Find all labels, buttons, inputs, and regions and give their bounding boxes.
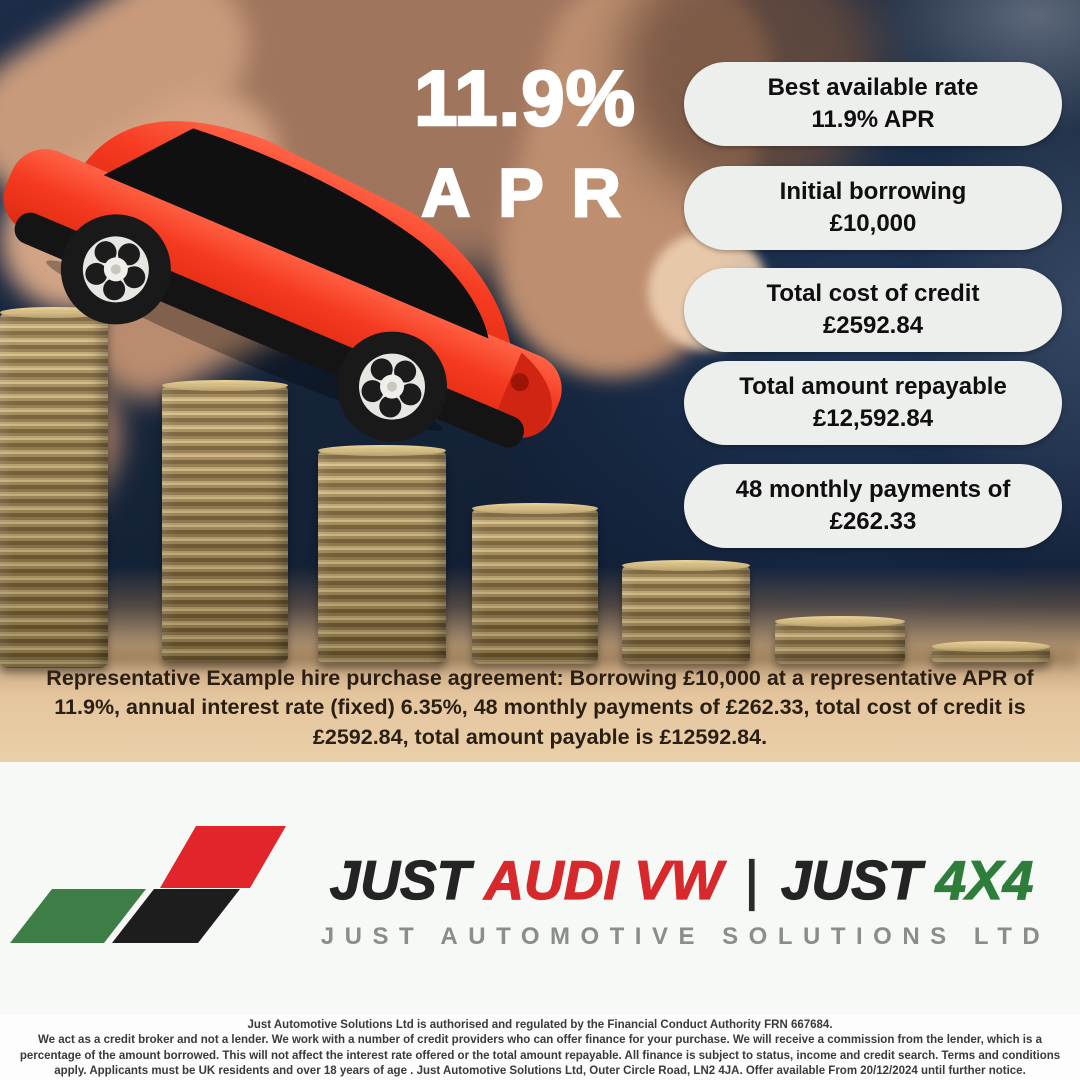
hero-photo: 11.9% APR Best available rate 11.9% APR … bbox=[0, 0, 1080, 762]
badge-label: Initial borrowing bbox=[779, 178, 967, 206]
brand-just-1: JUST bbox=[329, 849, 471, 911]
brand-text-block: JUST AUDI VW | JUST 4X4 JUST AUTOMOTIVE SOLU… bbox=[295, 849, 1068, 951]
apr-rate-text: 11.9% bbox=[413, 54, 636, 142]
coin-stack-6 bbox=[775, 616, 905, 664]
coin-stack-4 bbox=[472, 503, 598, 664]
badge-label: Total cost of credit bbox=[766, 280, 980, 308]
legal-line-1: Just Automotive Solutions Ltd is authori… bbox=[247, 1019, 833, 1031]
badge-total-cost: Total cost of credit £2592.84 bbox=[684, 268, 1062, 352]
brand-tagline: JUST AUTOMOTIVE SOLUTIONS LTD bbox=[320, 922, 1051, 950]
badge-value: 11.9% APR bbox=[811, 106, 935, 133]
badge-value: £2592.84 bbox=[822, 312, 924, 339]
badge-value: £262.33 bbox=[829, 508, 917, 535]
representative-example: Representative Example hire purchase agr… bbox=[46, 666, 1034, 749]
brand-divider: | bbox=[744, 849, 760, 911]
toy-car-icon bbox=[3, 121, 562, 448]
brand-bar: JUST AUDI VW | JUST 4X4 JUST AUTOMOTIVE SOLU… bbox=[0, 762, 1080, 1015]
badge-label: Total amount repayable bbox=[739, 373, 1007, 401]
badge-value: £10,000 bbox=[829, 210, 917, 237]
badge-label: 48 monthly payments of bbox=[735, 476, 1011, 504]
badge-monthly-payments: 48 monthly payments of £262.33 bbox=[684, 464, 1062, 548]
apr-label-text: APR bbox=[420, 154, 649, 233]
apr-headline: 11.9% APR bbox=[385, 54, 665, 233]
coin-stack-7 bbox=[932, 641, 1050, 664]
legal-footer: Just Automotive Solutions Ltd is authori… bbox=[0, 1015, 1080, 1080]
brand-4x4: 4X4 bbox=[935, 849, 1034, 911]
brand-logo-icon bbox=[10, 826, 286, 943]
coin-stack-5 bbox=[622, 560, 750, 664]
finance-badges: Best available rate 11.9% APR Initial bo… bbox=[684, 0, 1062, 762]
legal-body: We act as a credit broker and not a lend… bbox=[19, 1034, 1061, 1078]
coin-stack-1 bbox=[0, 307, 108, 668]
badge-initial-borrowing: Initial borrowing £10,000 bbox=[684, 166, 1062, 250]
brand-audi-vw: AUDI VW bbox=[484, 849, 724, 911]
brand-just-2: JUST bbox=[780, 849, 922, 911]
coin-stack-3 bbox=[318, 445, 446, 664]
badge-label: Best available rate bbox=[767, 74, 979, 102]
brand-wordmark: JUST AUDI VW | JUST 4X4 bbox=[295, 849, 1068, 911]
badge-best-rate: Best available rate 11.9% APR bbox=[684, 62, 1062, 146]
badge-value: £12,592.84 bbox=[812, 405, 934, 432]
toy-car-illustration bbox=[0, 0, 656, 548]
coin-stack-2 bbox=[162, 380, 288, 663]
badge-total-repayable: Total amount repayable £12,592.84 bbox=[684, 361, 1062, 445]
